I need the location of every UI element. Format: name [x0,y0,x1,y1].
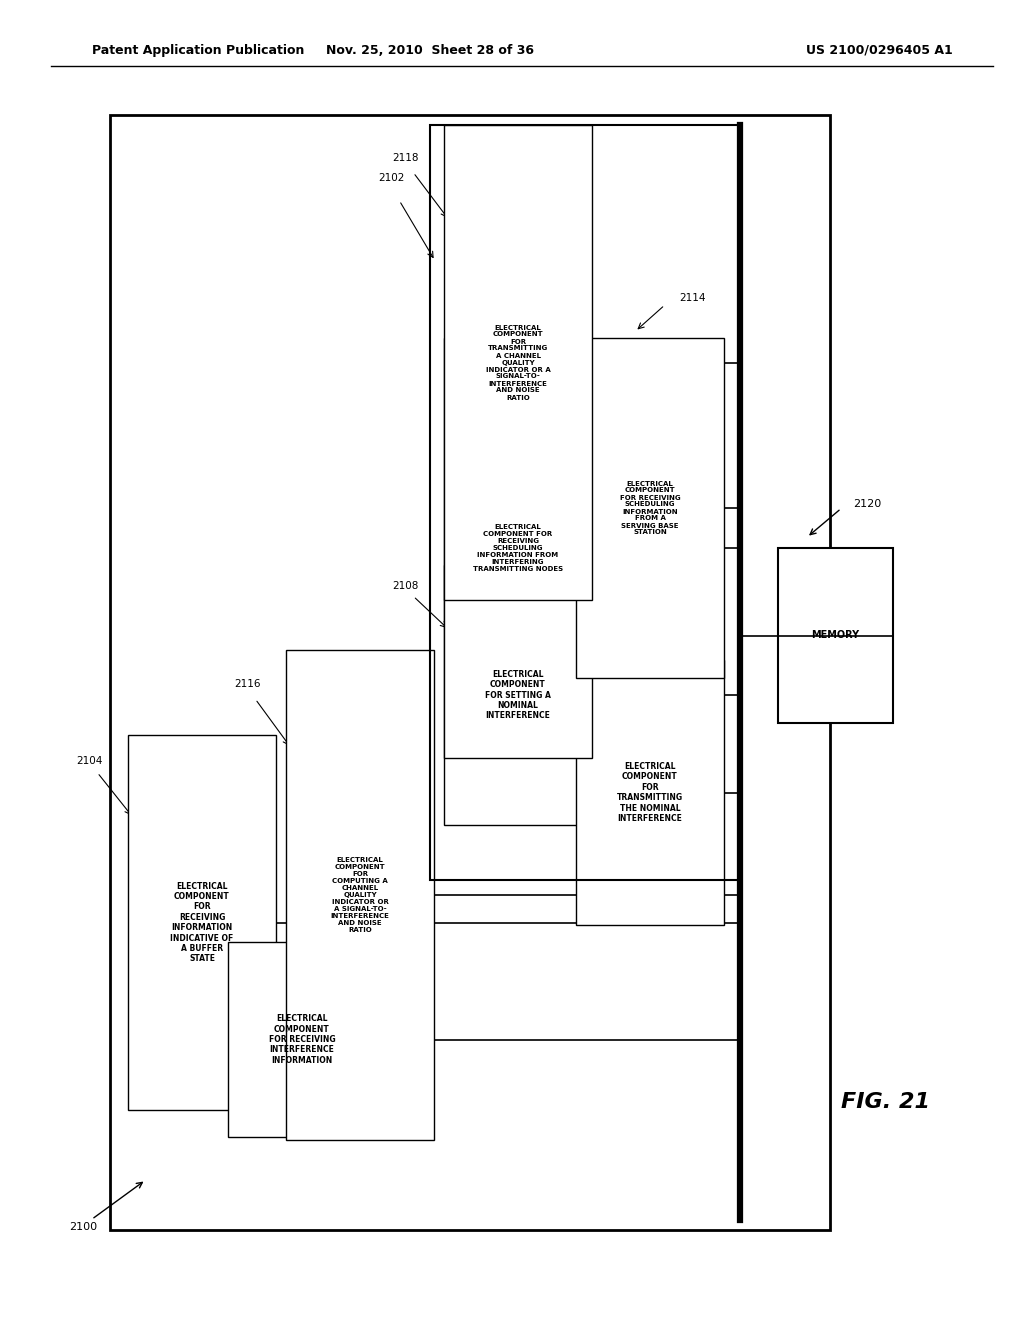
Text: ELECTRICAL
COMPONENT
FOR RECEIVING
SCHEDULING
INFORMATION
FROM A
SERVING BASE
ST: ELECTRICAL COMPONENT FOR RECEIVING SCHED… [620,480,680,536]
Text: ELECTRICAL
COMPONENT
FOR RECEIVING
INTERFERENCE
INFORMATION: ELECTRICAL COMPONENT FOR RECEIVING INTER… [268,1014,335,1065]
FancyBboxPatch shape [444,338,592,758]
Text: 2120: 2120 [853,499,881,510]
Text: ELECTRICAL
COMPONENT
FOR
TRANSMITTING
A CHANNEL
QUALITY
INDICATOR OR A
SIGNAL-TO: ELECTRICAL COMPONENT FOR TRANSMITTING A … [485,325,550,400]
Text: 2100: 2100 [70,1222,97,1233]
Text: 2116: 2116 [233,680,260,689]
Text: FIG. 21: FIG. 21 [842,1092,930,1113]
Text: ELECTRICAL
COMPONENT
FOR
COMPUTING A
CHANNEL
QUALITY
INDICATOR OR
A SIGNAL-TO-
I: ELECTRICAL COMPONENT FOR COMPUTING A CHA… [331,857,389,933]
Text: 2104: 2104 [76,756,102,766]
Text: MEMORY: MEMORY [811,631,859,640]
Text: Patent Application Publication: Patent Application Publication [92,44,304,57]
Text: 2102: 2102 [378,173,404,183]
Text: ELECTRICAL
COMPONENT
FOR
RECEIVING
INFORMATION
INDICATIVE OF
A BUFFER
STATE: ELECTRICAL COMPONENT FOR RECEIVING INFOR… [170,882,233,964]
Text: ELECTRICAL
COMPONENT
FOR
TRANSMITTING
THE NOMINAL
INTERFERENCE: ELECTRICAL COMPONENT FOR TRANSMITTING TH… [616,762,683,822]
FancyBboxPatch shape [575,660,724,925]
Text: ELECTRICAL
COMPONENT FOR
RECEIVING
SCHEDULING
INFORMATION FROM
INTERFERING
TRANS: ELECTRICAL COMPONENT FOR RECEIVING SCHED… [473,524,563,572]
FancyBboxPatch shape [575,338,724,678]
FancyBboxPatch shape [128,735,276,1110]
Text: 2110: 2110 [680,615,706,626]
FancyBboxPatch shape [444,565,592,825]
FancyBboxPatch shape [444,125,592,601]
Text: 2108: 2108 [392,581,418,591]
Text: 2118: 2118 [392,153,419,164]
Text: ELECTRICAL
COMPONENT
FOR SETTING A
NOMINAL
INTERFERENCE: ELECTRICAL COMPONENT FOR SETTING A NOMIN… [485,669,551,721]
Text: Nov. 25, 2010  Sheet 28 of 36: Nov. 25, 2010 Sheet 28 of 36 [326,44,535,57]
FancyBboxPatch shape [286,649,434,1140]
Text: 2114: 2114 [680,293,707,304]
FancyBboxPatch shape [778,548,893,723]
FancyBboxPatch shape [110,115,830,1230]
Text: 2106: 2106 [339,898,366,907]
Text: US 2100/0296405 A1: US 2100/0296405 A1 [806,44,952,57]
FancyBboxPatch shape [228,942,376,1137]
